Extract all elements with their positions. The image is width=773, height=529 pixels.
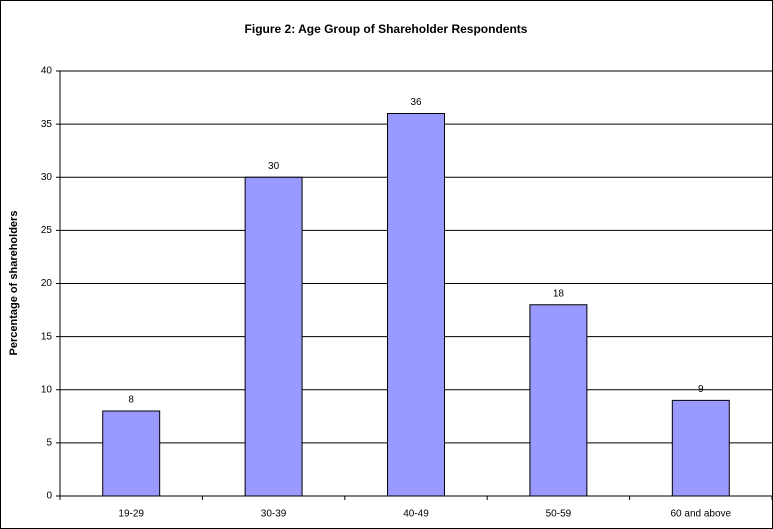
y-tick-label: 30	[41, 172, 53, 183]
x-tick-label: 60 and above	[670, 509, 731, 520]
x-tick-label: 40-49	[403, 509, 429, 520]
data-label: 9	[698, 384, 704, 395]
y-tick-label: 25	[41, 225, 53, 236]
y-tick-label: 20	[41, 278, 53, 289]
x-tick-label: 19-29	[118, 509, 144, 520]
x-tick-label: 30-39	[261, 509, 287, 520]
y-tick-label: 0	[46, 491, 52, 502]
y-tick-label: 35	[41, 119, 53, 130]
data-label: 8	[128, 395, 134, 406]
y-tick-label: 15	[41, 331, 53, 342]
data-label: 30	[268, 161, 280, 172]
y-tick-label: 40	[41, 66, 53, 77]
bar	[529, 304, 588, 497]
bar	[102, 410, 161, 497]
y-axis-label: Percentage of shareholders	[8, 211, 20, 356]
y-tick-label: 10	[41, 384, 53, 395]
data-label: 36	[410, 97, 422, 108]
bar	[671, 399, 730, 497]
y-tick-label: 5	[46, 438, 52, 449]
data-label: 18	[553, 288, 565, 299]
x-tick-label: 50-59	[546, 509, 572, 520]
chart-title: Figure 2: Age Group of Shareholder Respo…	[245, 22, 528, 36]
bar	[244, 176, 303, 497]
bar	[387, 113, 445, 497]
